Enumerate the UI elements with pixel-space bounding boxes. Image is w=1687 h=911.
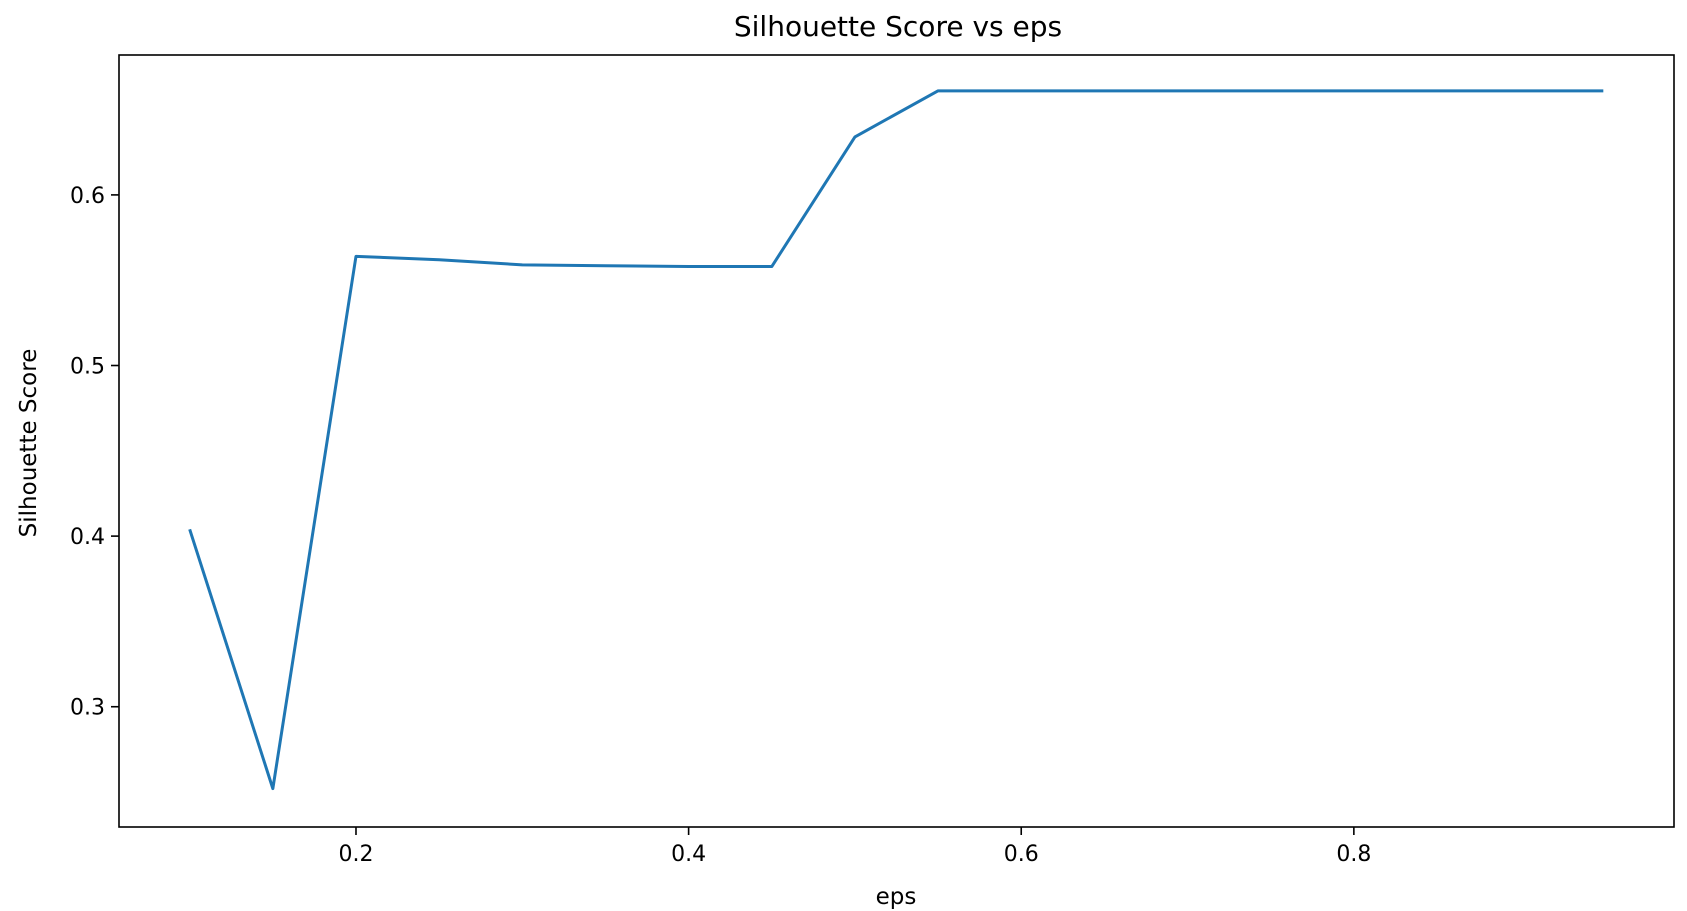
x-tick-label: 0.6 [1004, 842, 1039, 867]
y-tick-label: 0.5 [70, 355, 105, 380]
x-axis-ticks: 0.2 0.4 0.6 0.8 [338, 827, 1371, 867]
x-axis-label: eps [876, 884, 917, 910]
y-tick-label: 0.3 [70, 696, 105, 721]
chart-title: Silhouette Score vs eps [734, 10, 1062, 43]
y-tick-label: 0.4 [70, 525, 105, 550]
x-tick-label: 0.2 [338, 842, 373, 867]
x-tick-label: 0.8 [1336, 842, 1371, 867]
y-axis-label: Silhouette Score [16, 349, 42, 538]
plot-area-frame [118, 54, 1675, 828]
y-tick-label: 0.6 [70, 184, 105, 209]
y-axis-ticks: 0.3 0.4 0.5 0.6 [70, 184, 119, 721]
series-line [188, 89, 1604, 791]
x-tick-label: 0.4 [671, 842, 706, 867]
